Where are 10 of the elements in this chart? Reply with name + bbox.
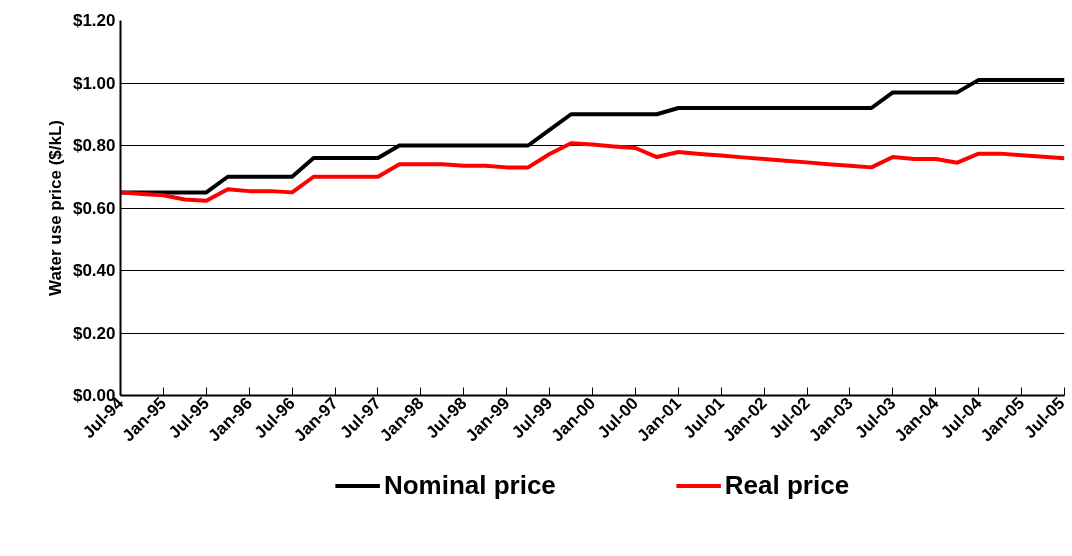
y-tick-label: $1.00 (72, 73, 116, 93)
y-tick-label: $0.60 (72, 198, 116, 218)
y-tick-label: $0.80 (72, 136, 116, 155)
y-tick-label: $0.20 (72, 323, 116, 343)
legend-label: Real price (724, 469, 850, 501)
y-tick-label: $1.20 (72, 11, 116, 30)
y-tick-label: $0.40 (72, 261, 116, 280)
legend-label: Nominal price (383, 469, 556, 501)
line-series (120, 141, 1065, 203)
y-axis-title: Water use price ($/kL) (45, 119, 65, 297)
